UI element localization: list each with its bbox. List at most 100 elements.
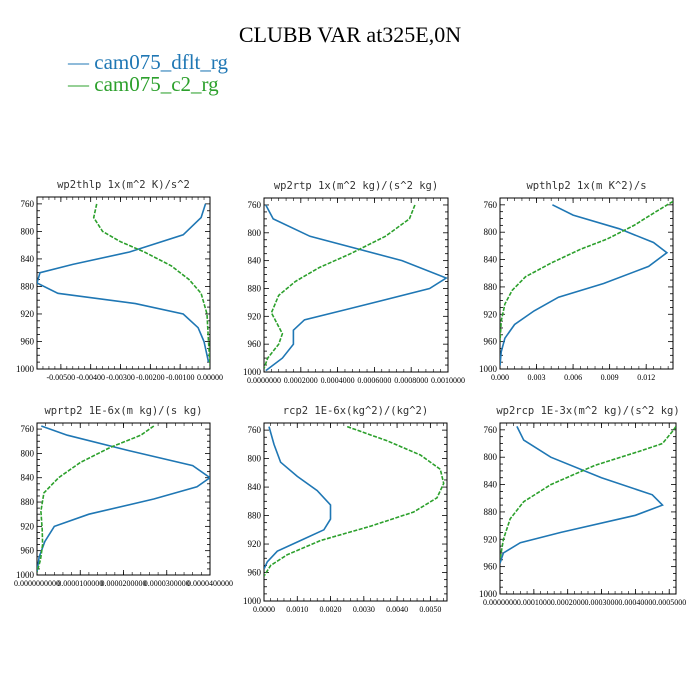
y-tick-label: 760 (248, 200, 262, 210)
x-tick-label: 0.012 (637, 373, 655, 382)
y-tick-label: 880 (248, 511, 262, 521)
x-tick-label: 0.0020 (320, 605, 342, 614)
y-tick-label: 880 (484, 282, 498, 292)
x-tick-label: 0.0010000 (431, 376, 465, 385)
panel-title: wpthlp2 1x(m K^2)/s (526, 180, 646, 192)
series-line-c2 (37, 425, 155, 573)
x-tick-label: -0.00500 (47, 373, 76, 382)
plot-frame (263, 197, 449, 373)
y-tick-label: 920 (484, 309, 498, 319)
y-tick-label: 960 (484, 337, 498, 347)
legend-label: cam075_dflt_rg (94, 50, 229, 74)
y-tick-label: 880 (21, 497, 35, 507)
panel-title: rcp2 1E-6x(kg^2)/(kg^2) (283, 405, 428, 417)
x-tick-label: 0.0000000 (247, 376, 281, 385)
y-tick-label: 840 (248, 482, 262, 492)
x-tick-label: 0.0000000 (483, 598, 517, 607)
y-tick-label: 880 (248, 283, 262, 293)
x-tick-label: -0.00300 (106, 373, 135, 382)
x-tick-label: 0.00000 (197, 373, 223, 382)
x-tick-label: 0.0004000 (321, 376, 355, 385)
legend-label: cam075_c2_rg (94, 72, 219, 96)
x-tick-label: 0.0000200000 (101, 579, 147, 588)
figure-title: CLUBB VAR at325E,0N (238, 22, 462, 47)
y-tick-label: 840 (248, 256, 262, 266)
panel-title: wp2rcp 1E-3x(m^2 kg)/(s^2 kg) (496, 405, 679, 417)
x-tick-label: 0.003 (528, 373, 546, 382)
x-tick-label: 0.0030 (353, 605, 375, 614)
y-tick-label: 800 (484, 227, 498, 237)
y-tick-label: 800 (248, 454, 262, 464)
series-line-dflt (500, 426, 664, 564)
y-tick-label: 920 (248, 539, 262, 549)
y-tick-label: 920 (21, 309, 35, 319)
plot-frame (499, 197, 674, 370)
chart-panel-1: wp2thlp 1x(m^2 K)/s^2 760 800 840 880 920 960 1… (16, 179, 223, 382)
y-tick-label: 840 (21, 254, 35, 264)
series-line-dflt (37, 425, 210, 573)
x-tick-label: 0.006 (564, 373, 582, 382)
x-tick-label: 0.0001000 (517, 598, 551, 607)
chart-panel-5: rcp2 1E-6x(kg^2)/(kg^2) 760 800 840 880 920 96… (243, 405, 448, 614)
x-tick-label: 0.0000 (253, 605, 275, 614)
y-tick-label: 800 (21, 448, 35, 458)
chart-panel-4: wprtp2 1E-6x(m kg)/(s kg) 760 800 840 880 920… (14, 405, 233, 588)
plot-frame (36, 422, 211, 576)
x-tick-label: -0.00100 (166, 373, 195, 382)
y-tick-label: 920 (484, 534, 498, 544)
x-tick-label: 0.0000400000 (187, 579, 233, 588)
x-tick-label: -0.00200 (136, 373, 165, 382)
x-tick-label: 0.0000100000 (57, 579, 103, 588)
y-tick-label: 760 (21, 424, 35, 434)
x-tick-label: 0.0000300000 (144, 579, 190, 588)
y-tick-label: 920 (248, 311, 262, 321)
panel-title: wp2rtp 1x(m^2 kg)/(s^2 kg) (274, 180, 438, 192)
y-tick-label: 800 (484, 452, 498, 462)
y-tick-label: 1000 (479, 364, 498, 374)
y-tick-label: 1000 (16, 570, 35, 580)
y-tick-label: 1000 (243, 596, 262, 606)
series-line-c2 (92, 203, 210, 366)
series-line-dflt (37, 203, 210, 363)
y-tick-label: 920 (21, 521, 35, 531)
y-tick-label: 800 (248, 228, 262, 238)
plot-frame (263, 422, 448, 602)
y-tick-label: 800 (21, 226, 35, 236)
x-tick-label: 0.0002000 (284, 376, 318, 385)
y-tick-label: 880 (21, 281, 35, 291)
x-tick-label: 0.0006000 (357, 376, 391, 385)
y-tick-label: 880 (484, 507, 498, 517)
x-tick-label: 0.0002000 (551, 598, 585, 607)
panel-title: wprtp2 1E-6x(m kg)/(s kg) (44, 405, 202, 417)
x-tick-label: 0.000 (491, 373, 509, 382)
y-tick-label: 960 (21, 336, 35, 346)
y-tick-label: 840 (484, 255, 498, 265)
y-tick-label: 960 (484, 562, 498, 572)
y-tick-label: 760 (484, 200, 498, 210)
series-line-dflt (264, 426, 332, 570)
y-tick-label: 1000 (16, 364, 35, 374)
y-tick-label: 1000 (243, 367, 262, 377)
series-line-c2 (264, 425, 445, 577)
y-tick-label: 960 (248, 568, 262, 578)
legend-entry-c2: — cam075_c2_rg (68, 72, 219, 96)
chart-panel-6: wp2rcp 1E-3x(m^2 kg)/(s^2 kg) 760 800 840 88… (479, 405, 686, 607)
y-tick-label: 760 (248, 425, 262, 435)
x-tick-label: -0.00400 (76, 373, 105, 382)
x-tick-label: 0.0008000 (394, 376, 428, 385)
panel-title: wp2thlp 1x(m^2 K)/s^2 (57, 179, 190, 191)
x-tick-label: 0.0004000 (618, 598, 652, 607)
chart-panel-2: wp2rtp 1x(m^2 kg)/(s^2 kg) 760 800 840 880 92… (243, 180, 465, 385)
y-tick-label: 760 (484, 425, 498, 435)
y-tick-label: 760 (21, 199, 35, 209)
legend-entry-dflt: — cam075_dflt_rg (68, 50, 229, 74)
series-line-c2 (500, 200, 673, 342)
y-tick-label: 840 (21, 473, 35, 483)
x-tick-label: 0.0000000000 (14, 579, 60, 588)
chart-panel-3: wpthlp2 1x(m K^2)/s 760 800 840 880 920 960 100… (479, 180, 674, 382)
y-tick-label: 960 (21, 546, 35, 556)
x-tick-label: 0.0010 (286, 605, 308, 614)
y-tick-label: 840 (484, 480, 498, 490)
y-tick-label: 960 (248, 339, 262, 349)
